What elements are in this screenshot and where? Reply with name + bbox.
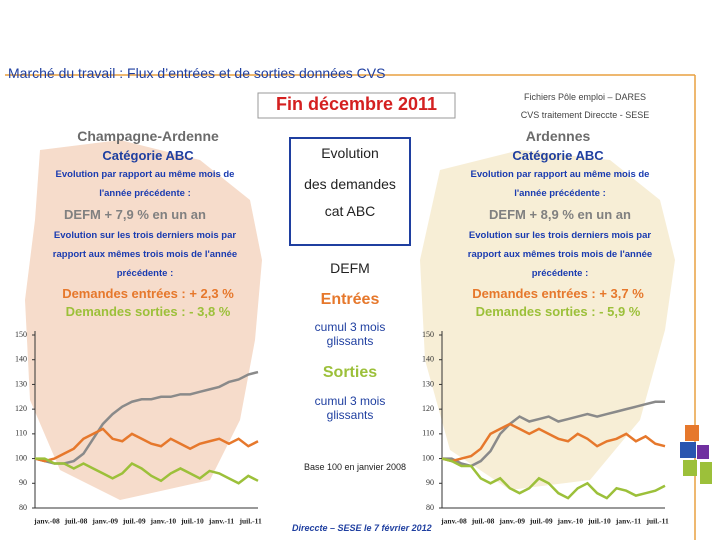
series-line [441, 422, 666, 463]
y-tick-label: 130 [422, 379, 434, 388]
series-line [35, 457, 259, 485]
exits-change: Demandes sorties : - 3,8 % [65, 304, 231, 319]
x-tick-label: juil.-09 [529, 517, 553, 526]
y-tick-label: 120 [422, 404, 434, 413]
x-tick-label: janv.-08 [440, 517, 467, 526]
entries-change: Demandes entrées : + 3,7 % [472, 286, 644, 301]
slide-title: Marché du travail : Flux d’entrées et de… [8, 65, 386, 81]
series-line [34, 427, 259, 463]
series-line [442, 400, 665, 468]
y-tick-label: 90 [19, 478, 27, 487]
map-shape [420, 150, 675, 490]
x-tick-label: janv.-10 [557, 517, 584, 526]
x-tick-label: janv.-10 [150, 517, 177, 526]
x-tick-label: juil.-10 [180, 517, 204, 526]
y-tick-label: 100 [15, 453, 27, 462]
source: CVS traitement Direccte - SESE [520, 110, 650, 120]
y-tick-label: 120 [15, 404, 27, 413]
y-tick-label: 130 [15, 379, 27, 388]
x-tick-label: juil.-08 [64, 517, 88, 526]
y-tick-label: 110 [15, 429, 27, 438]
x-tick-label: juil.-08 [471, 517, 495, 526]
defm-change: DEFM + 8,9 % en un an [489, 207, 631, 222]
exits-change: Demandes sorties : - 5,9 % [475, 304, 641, 319]
y-tick-label: 150 [15, 330, 27, 339]
defm-change: DEFM + 7,9 % en un an [64, 207, 206, 222]
x-tick-label: janv.-08 [33, 517, 60, 526]
base-note: Base 100 en janvier 2008 [303, 462, 407, 472]
series-line [441, 457, 666, 500]
y-tick-label: 140 [422, 355, 434, 364]
period: Fin décembre 2011 [275, 94, 438, 114]
x-tick-label: juil.-10 [587, 517, 611, 526]
note: Evolution par rapport au même mois de l'… [470, 169, 650, 199]
region: Champagne-Ardenne [77, 128, 219, 144]
category: Catégorie ABC [102, 148, 194, 163]
map-shape [25, 140, 262, 500]
y-tick-label: 140 [15, 355, 27, 364]
footer: Direccte – SESE le 7 février 2012 [292, 523, 432, 533]
x-tick-label: juil.-09 [122, 517, 146, 526]
region: Ardennes [525, 128, 591, 144]
category: Catégorie ABC [512, 148, 604, 163]
note: Evolution sur les trois derniers mois pa… [52, 230, 238, 279]
x-tick-label: janv.-11 [615, 517, 641, 526]
note: Evolution par rapport au même mois de l'… [55, 169, 235, 199]
entries-change: Demandes entrées : + 2,3 % [62, 286, 234, 301]
y-tick-label: 150 [422, 330, 434, 339]
y-tick-label: 100 [422, 453, 434, 462]
x-tick-label: juil.-11 [238, 517, 262, 526]
legend-note: cumul 3 mois glissants [314, 320, 386, 348]
legend-defm: DEFM [330, 260, 370, 276]
logo [680, 425, 712, 484]
x-tick-label: juil.-11 [645, 517, 669, 526]
x-tick-label: janv.-11 [208, 517, 234, 526]
series-line [34, 370, 259, 465]
legend-box [289, 137, 411, 246]
legend-text: des demandes [304, 176, 396, 192]
y-tick-label: 80 [426, 503, 434, 512]
legend-entries: Entrées [320, 291, 380, 308]
source: Fichiers Pôle emploi – DARES [523, 92, 647, 102]
x-tick-label: janv.-09 [91, 517, 118, 526]
legend-note: cumul 3 mois glissants [314, 394, 386, 422]
legend-exits: Sorties [322, 364, 378, 381]
legend-text: Evolution [321, 145, 379, 161]
y-tick-label: 110 [422, 429, 434, 438]
y-tick-label: 90 [426, 478, 434, 487]
period-box [257, 92, 456, 119]
note: Evolution sur les trois derniers mois pa… [467, 230, 653, 279]
x-tick-label: janv.-09 [498, 517, 525, 526]
y-tick-label: 80 [19, 503, 27, 512]
legend-text: cat ABC [324, 203, 376, 219]
